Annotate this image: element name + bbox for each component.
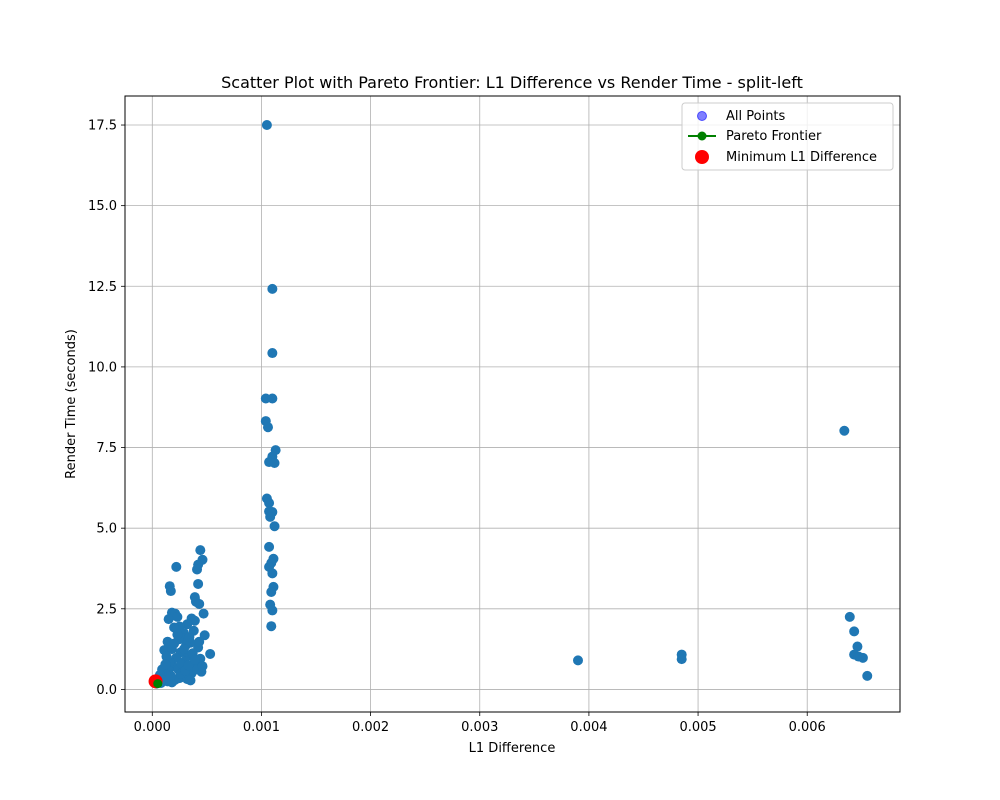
data-point [172, 629, 183, 640]
data-point [193, 578, 204, 589]
data-point [172, 611, 183, 622]
data-point [197, 661, 208, 672]
data-point [261, 120, 272, 131]
data-point [165, 586, 176, 597]
y-tick-label: 12.5 [88, 280, 117, 295]
pareto-point [153, 679, 163, 689]
data-point [862, 670, 873, 681]
data-point [198, 608, 209, 619]
y-tick-label: 17.5 [88, 119, 117, 134]
legend-label-all-points: All Points [726, 109, 786, 124]
data-point [267, 283, 278, 294]
data-point [267, 568, 278, 579]
plot-frame [124, 95, 901, 713]
chart-title: Scatter Plot with Pareto Frontier: L1 Di… [221, 73, 803, 92]
data-point [163, 614, 174, 625]
data-point [839, 425, 850, 436]
data-point [189, 654, 200, 665]
x-tick-label: 0.004 [570, 720, 607, 735]
y-tick-label: 0.0 [96, 683, 117, 698]
data-point [266, 587, 277, 598]
legend-label-minimum: Minimum L1 Difference [726, 150, 877, 165]
legend-marker-pareto [697, 131, 707, 141]
y-tick-label: 5.0 [96, 522, 117, 537]
data-point [192, 564, 203, 575]
y-axis-label: Render Time (seconds) [64, 329, 79, 479]
data-point [189, 615, 200, 626]
x-tick-label: 0.001 [243, 720, 280, 735]
data-point [572, 655, 583, 666]
y-tick-label: 10.0 [88, 360, 117, 375]
y-axis-ticks: 0.0 2.5 5.0 7.5 10.0 12.5 15.0 17.5 [88, 119, 125, 698]
data-point [857, 652, 868, 663]
data-point [182, 619, 193, 630]
data-points [148, 120, 873, 689]
x-tick-label: 0.005 [679, 720, 716, 735]
data-point [160, 659, 171, 670]
data-point [169, 638, 180, 649]
data-point [264, 498, 275, 509]
x-axis-label: L1 Difference [469, 741, 556, 756]
data-point [676, 654, 687, 665]
data-point [194, 636, 205, 647]
x-tick-label: 0.003 [461, 720, 498, 735]
data-point [161, 651, 172, 662]
data-point [205, 648, 216, 659]
data-point [183, 660, 194, 671]
data-point [184, 632, 195, 643]
data-point [165, 670, 176, 681]
data-point [194, 598, 205, 609]
data-point [267, 393, 278, 404]
legend: All Points Pareto Frontier Minimum L1 Di… [681, 102, 894, 171]
data-point [178, 644, 189, 655]
data-point [267, 348, 278, 359]
data-point [171, 561, 182, 572]
data-point [264, 541, 275, 552]
x-tick-label: 0.002 [352, 720, 389, 735]
data-point [269, 521, 280, 532]
data-point [849, 626, 860, 637]
x-tick-label: 0.000 [134, 720, 171, 735]
legend-marker-minimum [695, 150, 709, 164]
legend-box [681, 102, 894, 171]
data-point [269, 458, 280, 469]
data-point [265, 511, 276, 522]
y-tick-label: 15.0 [88, 199, 117, 214]
data-point [266, 621, 277, 632]
data-point [267, 605, 278, 616]
data-point [195, 545, 206, 556]
x-tick-label: 0.006 [789, 720, 826, 735]
x-axis-ticks: 0.000 0.001 0.002 0.003 0.004 0.005 0.006 [134, 712, 826, 735]
data-point [852, 641, 863, 652]
legend-marker-all-points [697, 111, 707, 121]
data-point [844, 611, 855, 622]
grid [125, 96, 900, 712]
y-tick-label: 2.5 [96, 602, 117, 617]
y-tick-label: 7.5 [96, 441, 117, 456]
legend-label-pareto: Pareto Frontier [726, 129, 822, 144]
data-point [262, 422, 273, 433]
data-point [185, 675, 196, 686]
